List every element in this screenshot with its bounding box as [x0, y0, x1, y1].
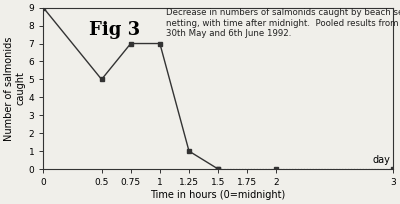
Text: Decrease in numbers of salmonids caught by beach seine-
netting, with time after: Decrease in numbers of salmonids caught …	[166, 8, 400, 38]
Text: Fig 3: Fig 3	[89, 21, 140, 39]
Text: day: day	[373, 155, 391, 165]
Y-axis label: Number of salmonids
caught: Number of salmonids caught	[4, 36, 26, 141]
X-axis label: Time in hours (0=midnight): Time in hours (0=midnight)	[150, 190, 286, 200]
